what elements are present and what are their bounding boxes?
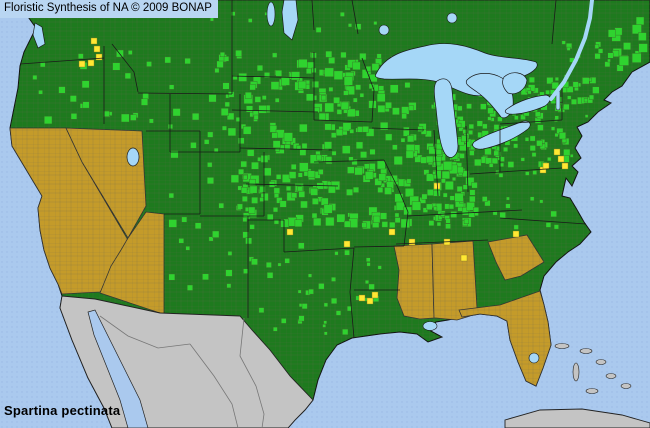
great-salt-lake (126, 147, 140, 167)
bahamas-island (585, 388, 599, 394)
map-title: Floristic Synthesis of NA © 2009 BONAP (0, 0, 218, 18)
bahamas-island (579, 348, 593, 354)
species-label: Spartina pectinata (4, 403, 121, 418)
bahamas-island (605, 373, 617, 379)
bahamas-island (595, 359, 607, 365)
lake-okeechobee (528, 352, 540, 364)
bahamas-island (572, 362, 580, 382)
rare-counties (78, 37, 569, 305)
bahamas-island (620, 383, 632, 389)
gulf-of-california (87, 309, 149, 428)
bahamas-island (554, 343, 570, 349)
lakes (32, 0, 594, 364)
cuba (504, 408, 650, 428)
st-lawrence-river (549, 0, 594, 101)
state-borders (19, 0, 587, 339)
lake-pontchartrain (422, 321, 438, 331)
